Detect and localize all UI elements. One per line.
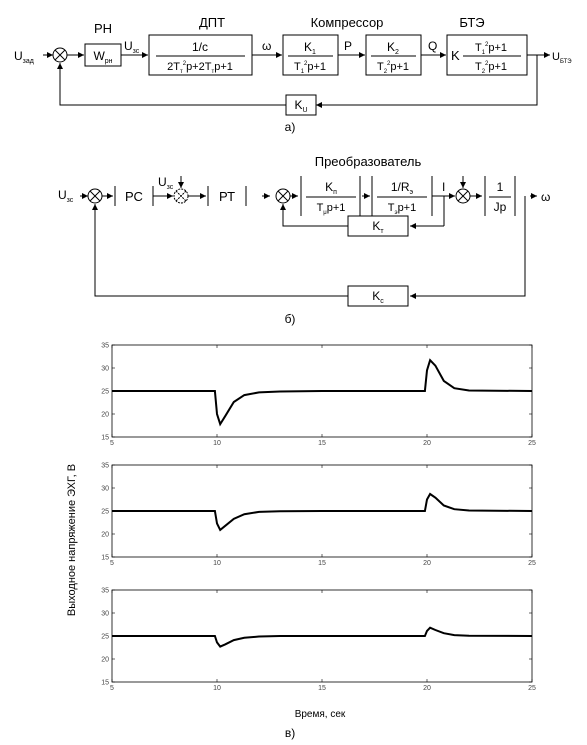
r-numerator: 1/Rэ (391, 180, 414, 196)
ytick-label: 25 (101, 509, 109, 516)
xtick-label: 20 (423, 685, 431, 692)
xtick-label: 25 (528, 560, 536, 567)
pt-label: РТ (219, 189, 235, 204)
block-bte (446, 34, 528, 76)
sum-junction-a (52, 47, 68, 63)
ytick-label: 20 (101, 657, 109, 664)
ytick-label: 25 (101, 389, 109, 396)
series-line-1 (112, 358, 533, 427)
r-denominator: Tэp+1 (388, 202, 416, 216)
sum-junction-b3 (275, 188, 291, 204)
jp-denominator: Jp (494, 200, 507, 214)
bte-k: K (451, 48, 460, 63)
ytick-label: 35 (101, 463, 109, 470)
xtick-label: 15 (318, 685, 326, 692)
jp-numerator: 1 (497, 180, 504, 194)
ytick-label: 35 (101, 588, 109, 595)
block-pt (208, 186, 246, 206)
ytick-label: 15 (101, 555, 109, 562)
block-k2 (365, 34, 422, 76)
block-pc (115, 186, 153, 206)
xtick-label: 10 (213, 440, 221, 447)
caption-a: а) (285, 120, 296, 134)
label-dpt: ДПТ (199, 15, 225, 30)
diagram-b: Преобразователь Uзс РС Uзс РТ (58, 154, 550, 326)
ku-label: KU (294, 98, 307, 114)
ytick-label: 30 (101, 366, 109, 373)
series-line-3 (112, 626, 533, 648)
kp-denominator: Tμp+1 (317, 202, 346, 216)
xtick-label: 10 (213, 560, 221, 567)
xtick-label: 10 (213, 685, 221, 692)
input-u-zc-b: Uзс (58, 188, 74, 204)
bte-numerator: T12p+1 (475, 42, 507, 56)
ytick-label: 30 (101, 486, 109, 493)
u-zc-label-b: Uзс (158, 175, 174, 191)
diagram-a: РН ДПТ Компрессор БТЭ Uзад Wрн Uзс 1/c 2… (14, 15, 572, 134)
caption-c: в) (285, 726, 295, 740)
kc-label: Kс (372, 289, 384, 305)
ytick-label: 20 (101, 532, 109, 539)
sum-junction-b4 (455, 188, 471, 204)
ytick-label: 25 (101, 634, 109, 641)
xtick-label: 25 (528, 685, 536, 692)
label-pn: РН (94, 21, 112, 36)
series-line-2 (112, 492, 533, 532)
pc-label: РС (125, 189, 143, 204)
xtick-label: 20 (423, 440, 431, 447)
k1-denominator: T12p+1 (294, 61, 326, 75)
label-compressor: Компрессор (311, 15, 384, 30)
chart-xlabel: Время, сек (295, 709, 346, 720)
k2-numerator: K2 (387, 40, 399, 56)
kp-numerator: Kп (325, 180, 337, 196)
input-u-zad: Uзад (14, 49, 34, 65)
xtick-label: 20 (423, 560, 431, 567)
sum-junction-b1 (87, 188, 103, 204)
ytick-label: 30 (101, 611, 109, 618)
bte-denominator: T22p+1 (475, 61, 507, 75)
omega-label-a: ω (262, 39, 271, 53)
kt-label: Kт (372, 219, 384, 235)
xtick-label: 5 (110, 440, 114, 447)
chart-ylabel: Выходное напряжение ЭХГ, В (66, 464, 78, 616)
ytick-label: 15 (101, 680, 109, 687)
k1-numerator: K1 (304, 40, 316, 56)
charts: 15 20 25 30 35 5 10 15 20 25 15 20 25 30 35 5 10 15 20 25 15… (101, 343, 536, 693)
omega-label-b: ω (541, 190, 550, 204)
i-label: I (442, 180, 445, 194)
w-pn-label: Wрн (93, 49, 112, 65)
dpt-numerator: 1/c (192, 40, 208, 54)
xtick-label: 5 (110, 560, 114, 567)
k2-denominator: T22p+1 (377, 61, 409, 75)
xtick-label: 15 (318, 560, 326, 567)
xtick-label: 5 (110, 685, 114, 692)
title-converter: Преобразователь (315, 154, 422, 169)
caption-b: б) (285, 312, 296, 326)
q-label: Q (428, 39, 437, 53)
xtick-label: 15 (318, 440, 326, 447)
ytick-label: 35 (101, 343, 109, 350)
ytick-label: 20 (101, 412, 109, 419)
ytick-label: 15 (101, 435, 109, 442)
sum-junction-b2 (173, 188, 189, 204)
xtick-label: 25 (528, 440, 536, 447)
u-zc-label-a: Uзс (124, 39, 140, 55)
p-label: P (344, 39, 352, 53)
output-u-bte: UБТЭ (552, 51, 572, 65)
dpt-denominator: 2Tт2p+2Tтp+1 (167, 61, 233, 75)
label-bte: БТЭ (459, 15, 484, 30)
